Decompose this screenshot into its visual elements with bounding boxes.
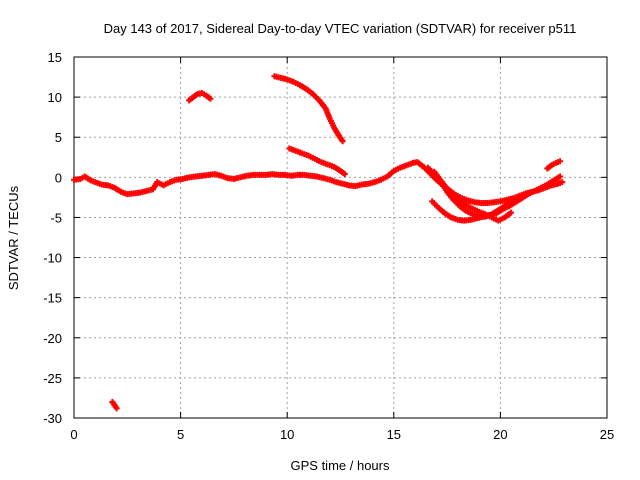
data-point-marker (207, 95, 214, 102)
data-point-marker (113, 405, 120, 412)
x-tick-label: 25 (600, 427, 614, 442)
x-tick-label: 5 (177, 427, 184, 442)
plot-frame (73, 56, 608, 419)
y-tick-label: -20 (43, 331, 62, 346)
y-tick-label: -25 (43, 371, 62, 386)
x-axis-label: GPS time / hours (291, 458, 390, 473)
axis-ticks: 0 5 10 15 20 25 -30 -25 -20 -15 -10 -5 0 5 10 15 (43, 50, 614, 442)
chart-title: Day 143 of 2017, Sidereal Day-to-day VTE… (104, 21, 577, 36)
y-tick-label: -5 (50, 210, 62, 225)
data-point-marker (559, 179, 566, 186)
data-point-marker (557, 173, 564, 180)
x-tick-label: 20 (493, 427, 507, 442)
data-point-marker (557, 158, 564, 165)
y-tick-label: 10 (48, 90, 62, 105)
data-point-marker (341, 171, 348, 178)
x-tick-label: 0 (70, 427, 77, 442)
y-axis-label: SDTVAR / TECUs (6, 185, 21, 290)
y-tick-label: -10 (43, 251, 62, 266)
data-point-marker (339, 138, 346, 145)
y-tick-label: 15 (48, 50, 62, 65)
x-tick-label: 10 (280, 427, 294, 442)
y-tick-label: 5 (55, 130, 62, 145)
y-tick-label: -15 (43, 291, 62, 306)
y-tick-label: 0 (55, 170, 62, 185)
x-tick-label: 15 (387, 427, 401, 442)
data-points (71, 73, 566, 412)
y-tick-label: -30 (43, 411, 62, 426)
data-point-marker (508, 209, 515, 216)
grid (74, 57, 607, 418)
